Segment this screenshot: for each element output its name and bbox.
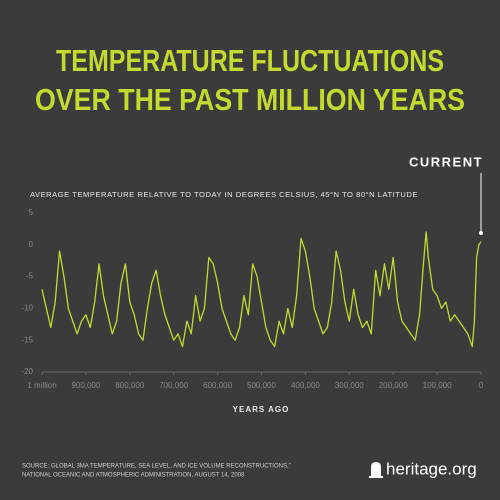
x-tick-label: 600,000 — [203, 381, 232, 390]
chart-title: TEMPERATURE FLUCTUATIONS — [56, 43, 444, 78]
x-tick-label: 0 — [479, 381, 484, 390]
source: NATIONAL OCEANIC AND ATMOSPHERIC ADMINIS… — [22, 473, 245, 479]
chart-title: OVER THE PAST MILLION YEARS — [35, 82, 465, 117]
x-tick-label: 500,000 — [247, 381, 276, 390]
x-tick-label: 200,000 — [379, 381, 408, 390]
y-tick-label: 5 — [29, 208, 34, 217]
chart-subtitle: AVERAGE TEMPERATURE RELATIVE TO TODAY IN… — [30, 190, 418, 199]
x-tick-label: 900,000 — [71, 381, 100, 390]
x-tick-label: 1 million — [27, 381, 56, 390]
x-tick-label: 100,000 — [423, 381, 452, 390]
y-tick-label: -20 — [21, 367, 33, 376]
y-tick-label: 0 — [29, 240, 34, 249]
source: SOURCE: GLOBAL 3MA TEMPERATURE, SEA LEVE… — [22, 464, 291, 470]
annotation: CURRENT — [409, 154, 483, 169]
x-tick-label: 700,000 — [159, 381, 188, 390]
x-tick-label: 300,000 — [335, 381, 364, 390]
y-tick-label: -15 — [21, 335, 33, 344]
x-tick-label: 800,000 — [115, 381, 144, 390]
x-tick-label: 400,000 — [291, 381, 320, 390]
y-tick-label: -10 — [21, 304, 33, 313]
brand: heritage.org — [386, 459, 477, 478]
annotation-dot — [479, 231, 483, 235]
brand-logo — [369, 462, 383, 478]
temperature-line — [41, 231, 482, 348]
y-tick-label: -5 — [26, 272, 34, 281]
x-axis-label: YEARS AGO — [233, 405, 290, 414]
